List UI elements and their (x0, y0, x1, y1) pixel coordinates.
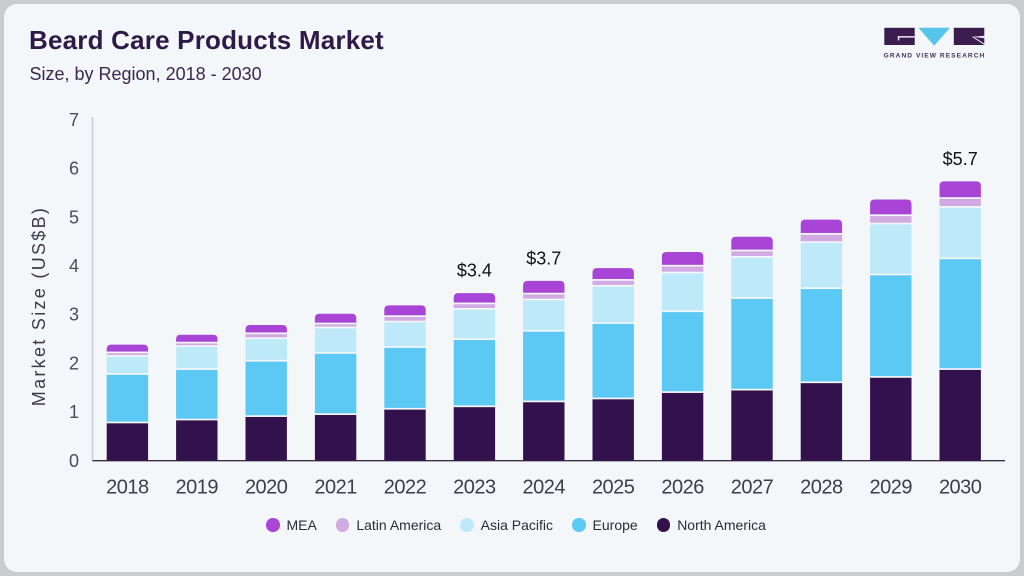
svg-text:2028: 2028 (800, 477, 843, 499)
svg-text:2027: 2027 (731, 477, 774, 499)
svg-text:3: 3 (69, 305, 79, 325)
svg-text:2030: 2030 (939, 477, 982, 499)
svg-text:$3.7: $3.7 (526, 248, 561, 268)
svg-text:1: 1 (69, 402, 79, 422)
svg-text:2029: 2029 (870, 477, 913, 499)
svg-text:4: 4 (69, 256, 79, 276)
svg-text:$3.4: $3.4 (457, 261, 492, 281)
svg-text:2026: 2026 (661, 477, 704, 499)
svg-text:2022: 2022 (384, 477, 427, 499)
svg-text:5: 5 (69, 207, 79, 227)
svg-text:2021: 2021 (314, 477, 357, 499)
svg-text:GRAND VIEW RESEARCH: GRAND VIEW RESEARCH (884, 53, 986, 60)
svg-text:2025: 2025 (592, 477, 635, 499)
svg-text:2023: 2023 (453, 477, 496, 499)
svg-text:7: 7 (69, 110, 79, 130)
svg-text:2018: 2018 (106, 477, 149, 499)
svg-text:2019: 2019 (176, 477, 219, 499)
svg-text:2024: 2024 (523, 477, 566, 499)
svg-text:0: 0 (69, 451, 79, 471)
svg-text:Market Size (US$B): Market Size (US$B) (29, 206, 49, 406)
svg-text:6: 6 (69, 159, 79, 179)
svg-text:$5.7: $5.7 (943, 149, 978, 169)
svg-text:2: 2 (69, 353, 79, 373)
svg-text:2020: 2020 (245, 477, 288, 499)
